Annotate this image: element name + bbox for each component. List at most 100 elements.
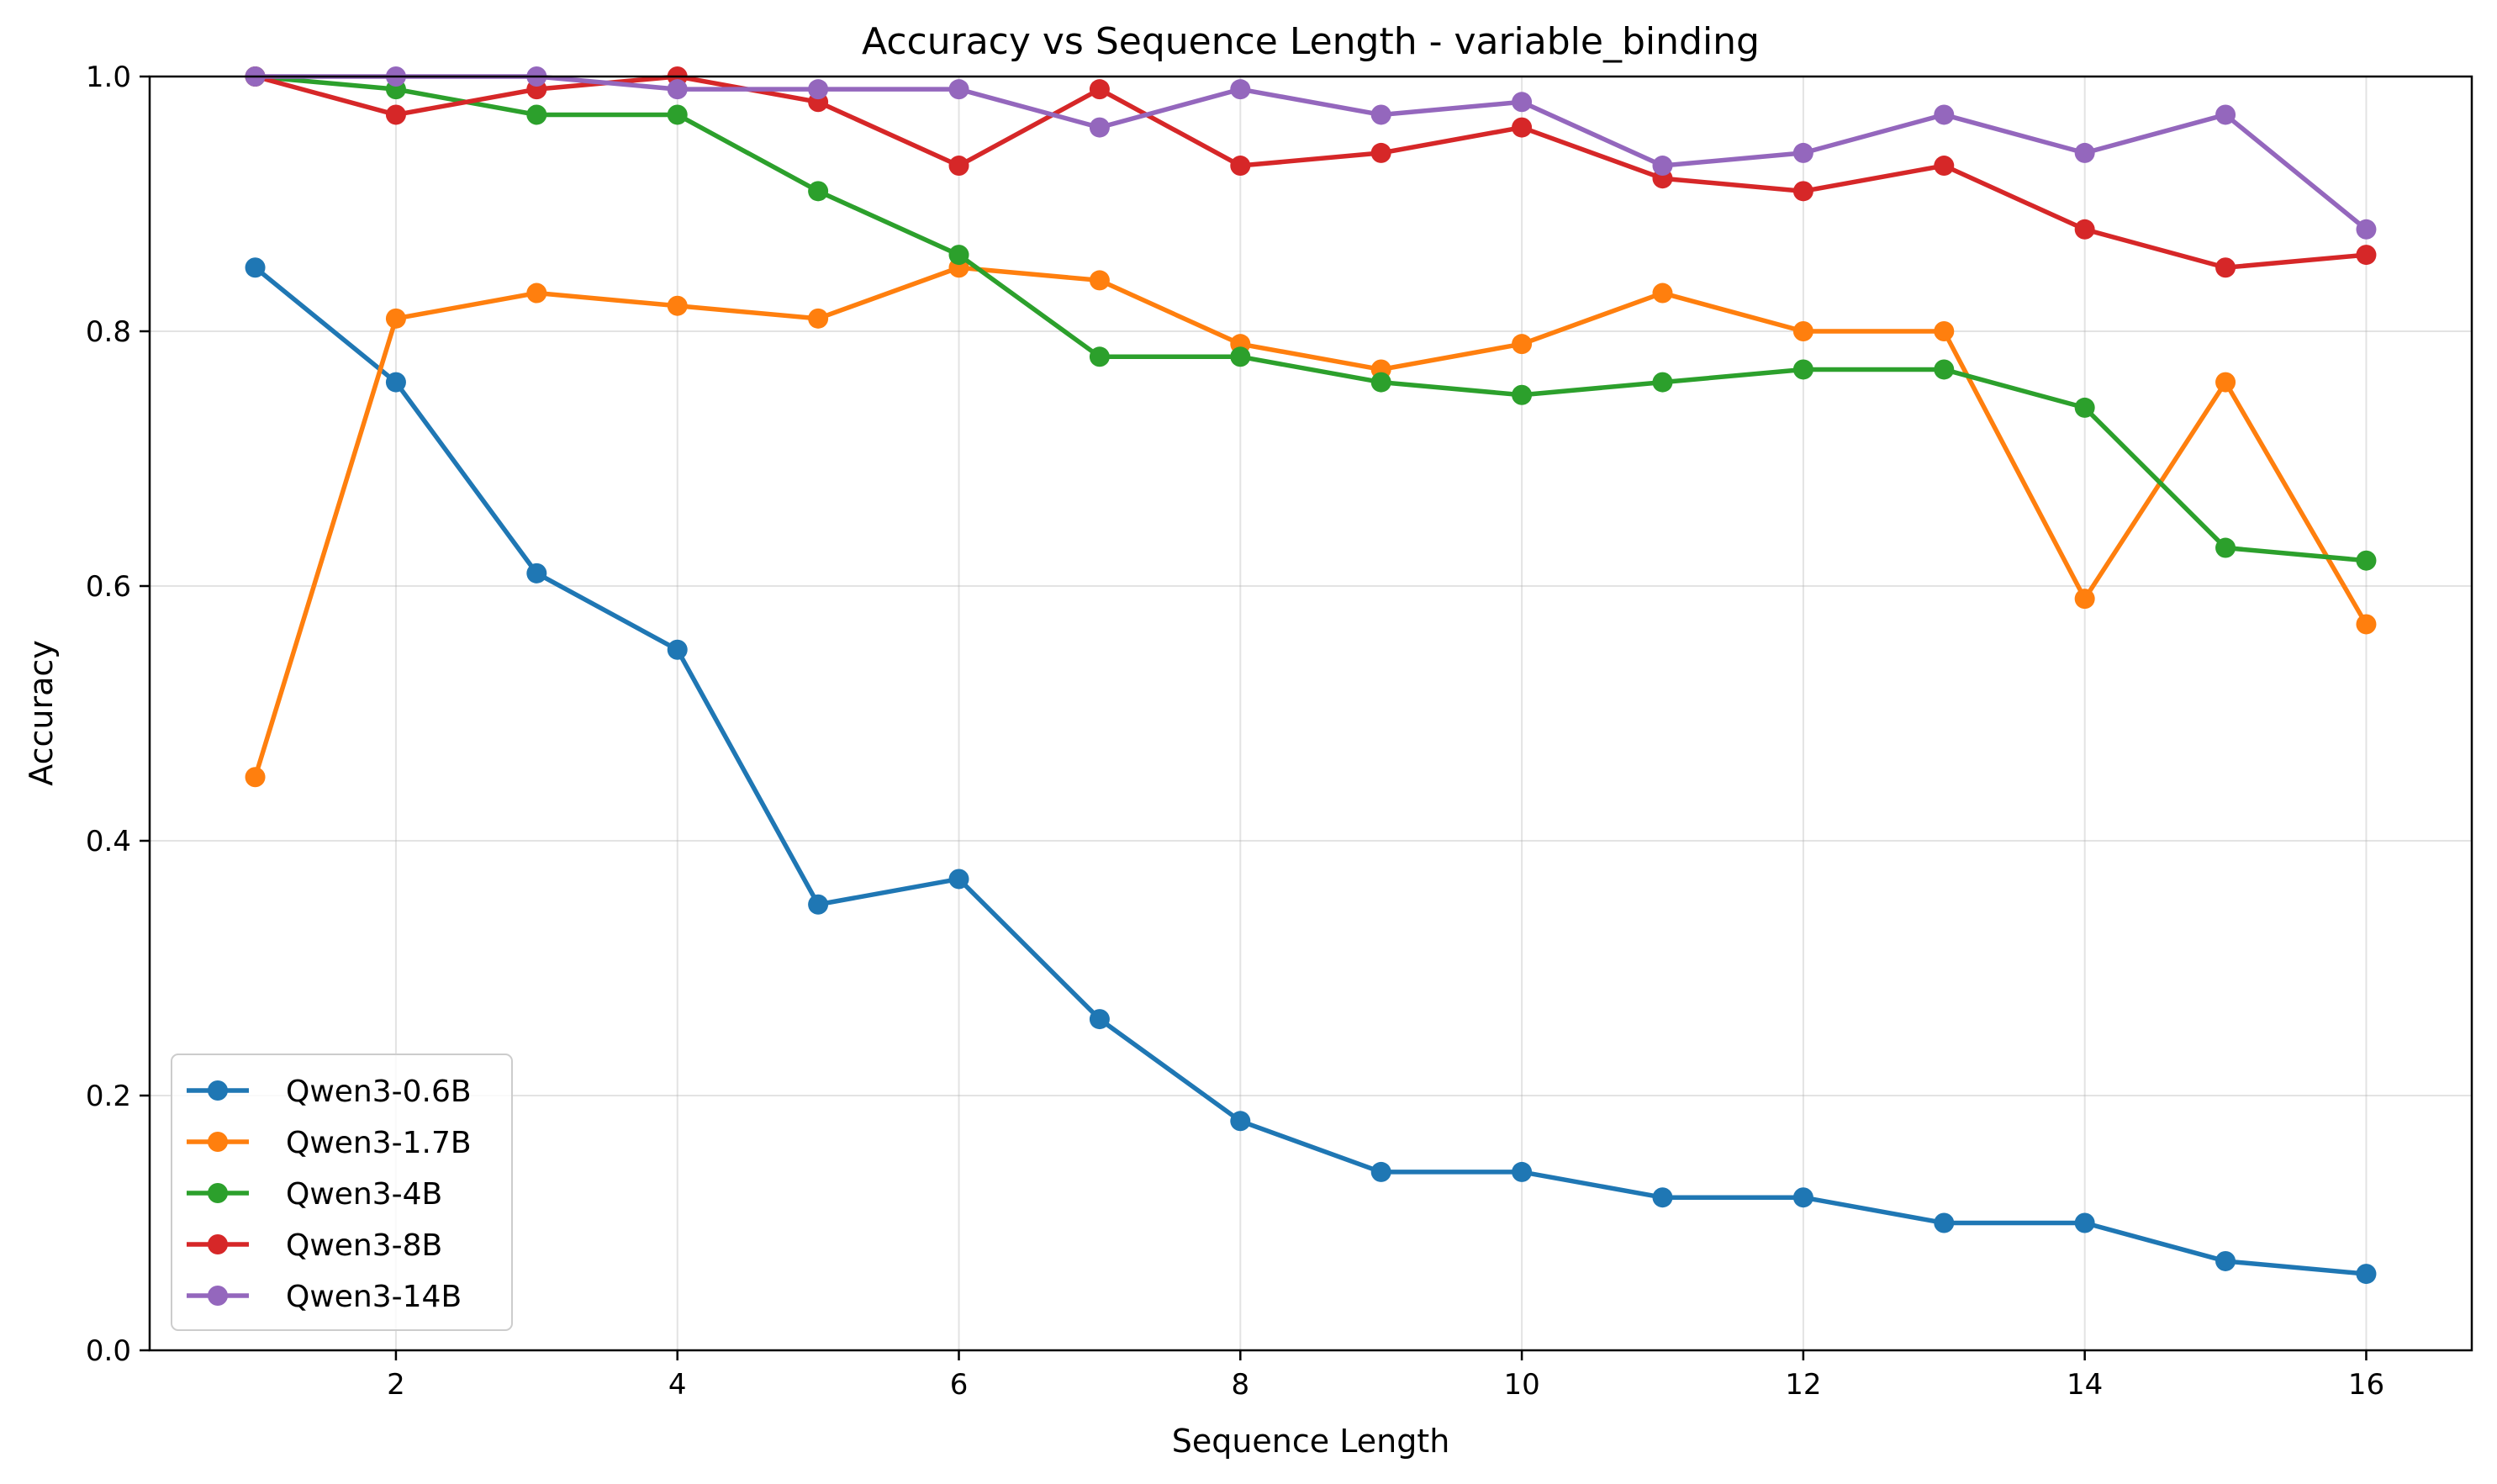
data-point: [2215, 372, 2236, 393]
legend-marker: [208, 1080, 228, 1101]
data-point: [1934, 104, 1955, 125]
data-point: [2356, 219, 2377, 240]
legend-item: Qwen3-8B: [187, 1228, 442, 1263]
data-point: [2074, 589, 2095, 610]
data-point: [385, 308, 406, 329]
legend-item: Qwen3-0.6B: [187, 1075, 472, 1109]
x-tick-label: 16: [2348, 1368, 2384, 1402]
data-point: [526, 283, 547, 304]
data-point: [2356, 245, 2377, 266]
data-point: [2215, 1250, 2236, 1271]
data-point: [1089, 346, 1110, 367]
data-point: [948, 245, 969, 266]
legend-label: Qwen3-8B: [286, 1228, 442, 1263]
data-point: [1512, 92, 1533, 113]
y-tick-label: 0.8: [86, 315, 131, 349]
data-point: [1370, 372, 1391, 393]
y-tick-label: 1.0: [86, 61, 131, 94]
data-point: [2074, 397, 2095, 418]
data-point: [1934, 156, 1955, 177]
y-tick-label: 0.6: [86, 570, 131, 604]
data-point: [808, 79, 829, 100]
x-tick-label: 8: [1231, 1368, 1249, 1402]
data-point: [808, 894, 829, 915]
data-point: [1792, 321, 1813, 341]
data-point: [385, 104, 406, 125]
legend-label: Qwen3-1.7B: [286, 1126, 472, 1160]
data-point: [526, 104, 547, 125]
data-point: [1370, 104, 1391, 125]
series-qwen3-14b: [245, 66, 2377, 240]
data-point: [948, 156, 969, 177]
data-point: [1652, 372, 1673, 393]
data-point: [808, 181, 829, 202]
data-point: [1230, 79, 1251, 100]
x-tick-label: 10: [1503, 1368, 1539, 1402]
axis-ticks: 2 4 6 8 10 12 14 16 0.0 0.2 0.4 0.6 0.8 1.0: [86, 61, 2384, 1402]
legend-label: Qwen3-4B: [286, 1177, 442, 1212]
legend-item: Qwen3-14B: [187, 1280, 462, 1314]
data-point: [1230, 156, 1251, 177]
data-point: [2356, 550, 2377, 571]
series-qwen3-0-6b: [245, 257, 2377, 1285]
data-point: [1089, 117, 1110, 138]
data-point: [1792, 142, 1813, 163]
data-point: [1792, 359, 1813, 380]
series-line: [252, 74, 2369, 232]
data-point: [1652, 1187, 1673, 1208]
data-point: [1089, 1009, 1110, 1030]
data-point: [1792, 181, 1813, 202]
legend-label: Qwen3-0.6B: [286, 1075, 472, 1109]
data-point: [667, 79, 688, 100]
data-point: [948, 79, 969, 100]
data-point: [1370, 1161, 1391, 1182]
data-point: [385, 372, 406, 393]
legend-marker: [208, 1183, 228, 1203]
data-point: [245, 257, 266, 278]
data-point: [1792, 1187, 1813, 1208]
legend-marker: [208, 1132, 228, 1152]
data-point: [2215, 104, 2236, 125]
series-line: [252, 265, 2369, 779]
legend-item: Qwen3-4B: [187, 1177, 442, 1212]
data-point: [2074, 142, 2095, 163]
y-axis-label: Accuracy: [23, 640, 60, 786]
data-point: [1230, 346, 1251, 367]
y-tick-label: 0.2: [86, 1080, 131, 1113]
x-axis-label: Sequence Length: [1172, 1423, 1450, 1460]
legend-item: Qwen3-1.7B: [187, 1126, 472, 1160]
data-point: [1089, 79, 1110, 100]
x-tick-label: 12: [1785, 1368, 1821, 1402]
data-point: [667, 639, 688, 660]
x-tick-label: 14: [2067, 1368, 2103, 1402]
data-point: [1512, 117, 1533, 138]
data-point: [1512, 334, 1533, 355]
legend-label: Qwen3-14B: [286, 1280, 462, 1314]
x-tick-label: 6: [950, 1368, 969, 1402]
data-point: [2074, 219, 2095, 240]
legend-box: [171, 1054, 513, 1331]
data-point: [2215, 257, 2236, 278]
data-point: [2356, 1264, 2377, 1285]
y-tick-label: 0.0: [86, 1334, 131, 1368]
data-point: [1089, 270, 1110, 291]
data-point: [1512, 1161, 1533, 1182]
data-point: [245, 767, 266, 788]
data-point: [808, 308, 829, 329]
data-point: [667, 104, 688, 125]
series-lines: [245, 66, 2377, 1285]
data-point: [2215, 537, 2236, 558]
data-point: [948, 869, 969, 890]
legend-marker: [208, 1286, 228, 1306]
y-tick-label: 0.4: [86, 825, 131, 858]
data-point: [1230, 1111, 1251, 1132]
data-point: [1512, 384, 1533, 405]
x-tick-label: 4: [668, 1368, 687, 1402]
legend-marker: [208, 1234, 228, 1254]
series-line: [252, 265, 2369, 1276]
data-point: [1934, 359, 1955, 380]
data-point: [2356, 614, 2377, 635]
data-point: [1370, 142, 1391, 163]
data-point: [2074, 1212, 2095, 1233]
data-point: [526, 562, 547, 584]
